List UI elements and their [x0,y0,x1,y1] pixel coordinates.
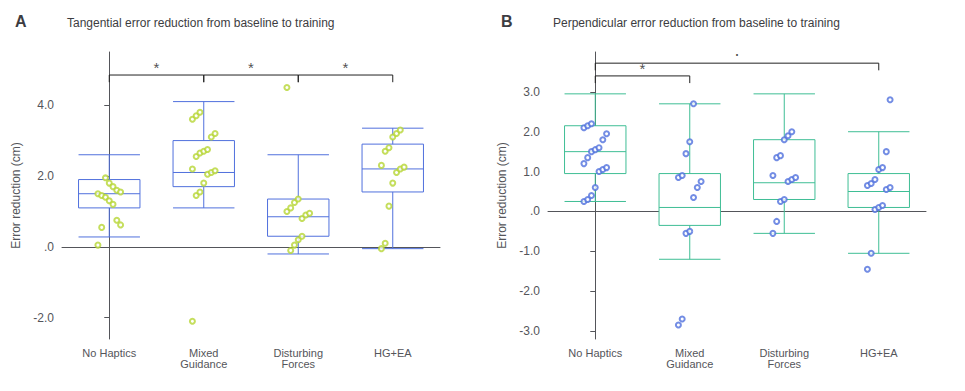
svg-text:A: A [15,13,27,30]
svg-text:No Haptics: No Haptics [568,347,622,359]
svg-text:-1.0: -1.0 [519,244,540,258]
svg-text:B: B [501,13,513,30]
svg-text:Disturbing: Disturbing [273,346,323,359]
svg-text:Guidance: Guidance [666,358,713,370]
svg-text:Perpendicular error reduction: Perpendicular error reduction from basel… [553,16,840,30]
svg-text:4.0: 4.0 [37,98,54,112]
svg-text:*: * [343,59,349,76]
svg-text:*: * [248,59,254,76]
svg-text:Error reduction (cm): Error reduction (cm) [495,142,509,249]
svg-text:3.0: 3.0 [523,85,540,99]
svg-text:Disturbing: Disturbing [759,346,809,359]
svg-text:2.0: 2.0 [523,125,540,139]
svg-text:1.0: 1.0 [523,165,540,179]
svg-text:-2.0: -2.0 [33,311,54,325]
svg-text:Forces: Forces [767,358,801,370]
svg-text:·: · [734,44,740,64]
svg-text:HG+EA: HG+EA [374,347,412,359]
svg-text:Tangential error reduction fro: Tangential error reduction from baseline… [67,16,334,30]
svg-text:HG+EA: HG+EA [860,347,898,359]
svg-text:Mixed: Mixed [189,346,219,359]
svg-text:*: * [640,60,646,77]
svg-text:Forces: Forces [281,358,315,370]
svg-text:.0: .0 [530,204,540,218]
svg-text:*: * [154,59,160,76]
svg-text:.0: .0 [44,240,54,254]
svg-text:Mixed: Mixed [675,346,705,359]
svg-text:-3.0: -3.0 [519,324,540,338]
svg-text:2.0: 2.0 [37,169,54,183]
svg-text:Error reduction (cm): Error reduction (cm) [9,142,23,249]
svg-text:-2.0: -2.0 [519,284,540,298]
svg-text:Guidance: Guidance [180,358,227,370]
svg-text:No Haptics: No Haptics [82,347,136,359]
